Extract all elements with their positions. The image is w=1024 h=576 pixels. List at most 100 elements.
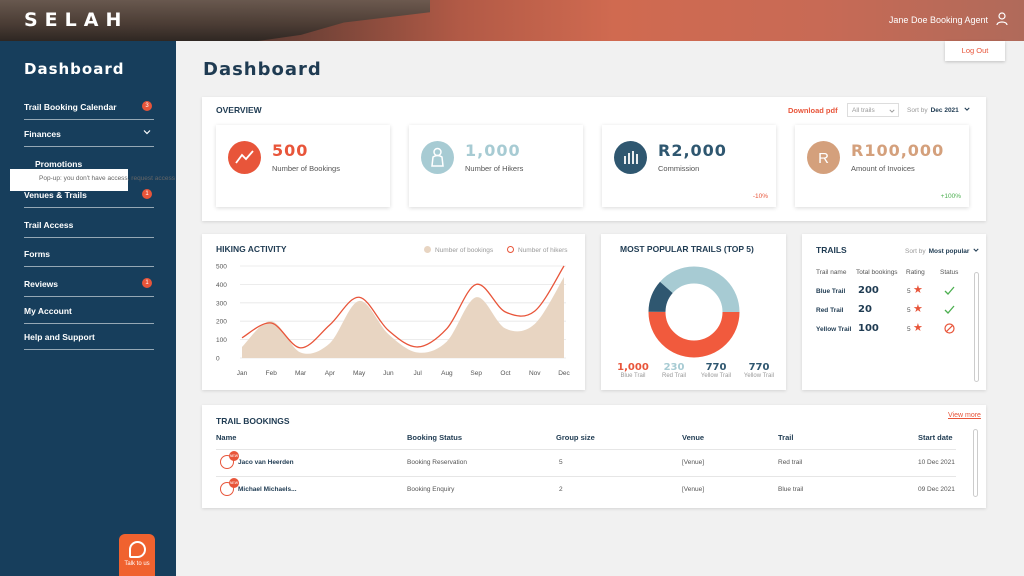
stat-card-commission[interactable]: R2,000 Commission -10% [602,125,776,207]
x-tick-label: Jun [383,370,394,377]
x-tick-label: Nov [529,370,541,377]
popular-item-value: 230 [663,362,685,373]
sidebar: Dashboard Trail Booking Calendar 3 Finan… [0,41,176,576]
notification-badge: 1 [142,189,152,199]
trail-rating: 5 [907,326,911,333]
sidebar-item-promotions[interactable]: Promotions [35,159,83,169]
x-tick-label: Aug [441,370,453,377]
star-icon: ★ [913,284,923,296]
sort-label: Sort by [905,248,926,255]
stat-label: Commission [658,164,700,173]
sidebar-item-help-support[interactable]: Help and Support [24,332,154,350]
x-tick-label: Apr [325,370,336,377]
hiking-chart[interactable]: 500 400 300 200 100 0 Jan Feb Mar Apr May Jun Jul Aug… [202,256,585,386]
column-header: Start date [918,433,953,442]
popular-item: 770 Yellow Trail [737,362,781,379]
sidebar-item-label: My Account [24,306,72,316]
scrollbar[interactable] [973,429,978,497]
group-size: 2 [559,486,563,493]
popup-text: Pop-up: you don't have access, request a… [39,175,176,182]
stat-card-bookings[interactable]: 500 Number of Bookings [216,125,390,207]
bookings-area-series [242,277,564,358]
booking-name[interactable]: Michael Michaels... [238,486,297,493]
venue: [Venue] [682,459,705,466]
popular-item-value: 770 [748,362,770,373]
table-row[interactable]: NEW Jaco van Heerden Booking Reservation… [216,449,956,476]
stat-label: Number of Hikers [465,164,524,173]
sidebar-title: Dashboard [24,60,125,78]
y-tick-label: 400 [216,282,227,289]
check-icon[interactable] [944,304,955,315]
chevron-down-icon[interactable] [143,128,151,136]
y-tick-label: 200 [216,319,227,326]
column-header: Status [940,269,959,276]
scrollbar[interactable] [974,272,979,382]
star-icon: ★ [913,322,923,334]
table-row[interactable]: NEW Michael Michaels... Booking Enquiry … [216,476,956,503]
column-header: Rating [906,269,925,276]
legend-bookings[interactable]: Number of bookings [424,246,493,254]
stat-label: Amount of Invoices [851,164,915,173]
user-icon[interactable] [996,12,1008,26]
overview-sort[interactable]: Sort by Dec 2021 [907,106,970,114]
sidebar-item-label: Venues & Trails [24,190,87,200]
x-tick-label: Oct [500,370,510,377]
stat-value: 1,000 [465,141,521,160]
star-icon: ★ [913,303,923,315]
stat-card-invoices[interactable]: R R100,000 Amount of Invoices +100% [795,125,969,207]
user-name[interactable]: Jane Doe Booking Agent [888,15,988,25]
sidebar-item-my-account[interactable]: My Account [24,306,154,324]
sidebar-item-reviews[interactable]: Reviews 1 [24,278,154,297]
sidebar-item-label: Forms [24,249,50,259]
column-header: Trail [778,433,794,442]
sidebar-item-label: Finances [24,129,61,139]
hiker-icon [421,141,454,174]
stat-card-hikers[interactable]: 1,000 Number of Hikers [409,125,583,207]
page-title: Dashboard [203,59,322,80]
chevron-down-icon [889,109,895,113]
x-tick-label: May [353,370,366,377]
chevron-down-icon [973,248,979,252]
hikers-line-series [241,265,565,349]
stat-value: R100,000 [851,141,945,160]
booking-status: Booking Enquiry [407,486,455,493]
booking-name[interactable]: Jaco van Heerden [238,459,294,466]
legend-label: Number of bookings [435,247,494,254]
start-date: 09 Dec 2021 [918,486,955,493]
column-header: Group size [556,433,595,442]
x-tick-label: Dec [558,370,570,377]
access-popup[interactable]: Pop-up: you don't have access, request a… [10,169,175,191]
download-pdf-link[interactable]: Download pdf [788,106,838,115]
sidebar-item-trail-access[interactable]: Trail Access [24,220,154,238]
trail-filter-value: All trails [852,107,875,114]
donut-chart[interactable] [648,266,740,358]
legend-hikers[interactable]: Number of hikers [507,246,568,254]
trail-rating: 5 [907,288,911,295]
popular-item-value: 770 [705,362,727,373]
logout-button[interactable]: Log Out [945,41,1005,61]
popular-item: 770 Yellow Trail [694,362,738,379]
group-size: 5 [559,459,563,466]
bar-chart-icon [614,141,647,174]
trail-filter-select[interactable]: All trails [847,103,899,117]
sidebar-item-finances[interactable]: Finances [24,129,154,147]
check-icon[interactable] [944,285,955,296]
trails-sort[interactable]: Sort by Most popular [905,247,979,255]
talk-to-us-button[interactable]: Talk to us [119,534,155,576]
new-badge: NEW [229,478,239,488]
stat-delta: +100% [940,193,961,200]
column-header: Total bookings [856,269,898,276]
trail-name: Blue Trail [816,288,846,295]
sidebar-item-forms[interactable]: Forms [24,249,154,267]
stat-label: Number of Bookings [272,164,340,173]
view-more-link[interactable]: View more [948,412,981,419]
donut-segment[interactable] [648,266,740,358]
popular-item-name: Blue Trail [620,373,646,379]
sidebar-item-venues-trails[interactable]: Venues & Trails 1 [24,189,154,208]
app-logo[interactable]: SELAH [24,9,129,31]
popular-title: MOST POPULAR TRAILS (TOP 5) [620,244,754,254]
blocked-icon[interactable] [944,323,955,334]
hiking-title: HIKING ACTIVITY [216,244,287,254]
sidebar-item-trail-booking-calendar[interactable]: Trail Booking Calendar 3 [24,101,154,120]
column-header: Venue [682,433,705,442]
